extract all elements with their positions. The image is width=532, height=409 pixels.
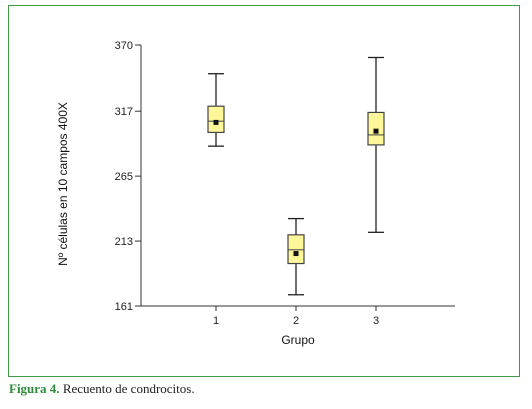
iqr-box	[207, 105, 225, 134]
figure-caption: Figura 4. Recuento de condrocitos.	[9, 381, 195, 397]
figure-frame: 161 213 265 317 370 1 2 3 Grupo Nº células en 1…	[8, 5, 520, 377]
caption-label: Figura 4.	[9, 381, 60, 396]
x-tick-label: 1	[213, 315, 219, 327]
chart-axes: 161 213 265 317 370 1 2 3	[115, 40, 455, 327]
x-axis-title: Grupo	[281, 333, 315, 347]
caption-text: Recuento de condrocitos.	[59, 381, 195, 396]
y-tick-label: 317	[115, 106, 133, 118]
y-tick-label: 213	[115, 236, 133, 248]
y-tick-label: 265	[115, 171, 133, 183]
x-tick-label: 2	[293, 315, 299, 327]
box-group-1	[207, 73, 225, 147]
x-tick-label: 3	[373, 315, 379, 327]
chart-boxes	[207, 56, 385, 296]
y-axis-title: Nº células en 10 campos 400X	[56, 102, 70, 266]
box-group-3	[367, 56, 385, 233]
mean-marker	[213, 119, 219, 125]
boxplot-chart: 161 213 265 317 370 1 2 3 Grupo Nº células en 1…	[56, 40, 455, 347]
box-group-2	[287, 217, 305, 296]
y-tick-label: 161	[115, 301, 133, 313]
y-tick-label: 370	[115, 40, 133, 52]
mean-marker	[293, 251, 299, 257]
iqr-box	[287, 234, 305, 265]
mean-marker	[373, 128, 379, 134]
